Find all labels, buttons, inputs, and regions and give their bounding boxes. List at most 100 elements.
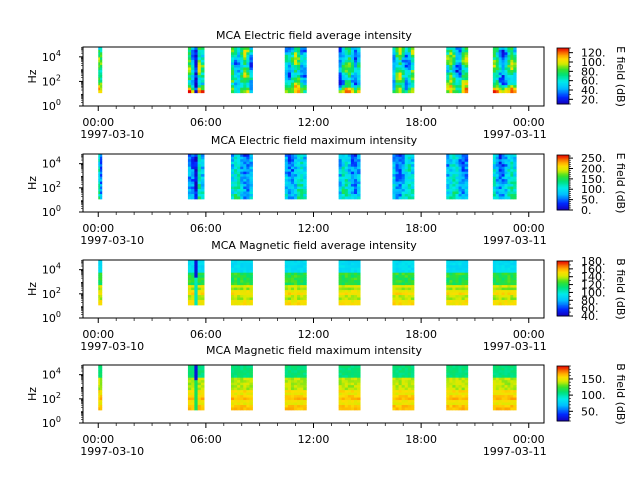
heatmap-cell [200, 90, 205, 94]
heatmap-cell [194, 179, 199, 182]
heatmap-cell [455, 156, 459, 160]
heatmap-cell [240, 47, 244, 51]
heatmap-cell [294, 380, 298, 384]
heatmap-cell [197, 392, 202, 396]
heatmap-cell [395, 292, 399, 296]
heatmap-cell [504, 191, 508, 195]
heatmap-cell [404, 59, 409, 63]
heatmap-cell [243, 184, 247, 187]
heatmap-cell [357, 72, 361, 76]
heatmap-cell [243, 397, 247, 401]
heatmap-cell [294, 397, 298, 401]
heatmap-cell [100, 154, 103, 158]
heatmap-cell [357, 176, 361, 180]
heatmap-cell [338, 154, 343, 158]
heatmap-cell [297, 154, 301, 158]
heatmap-cell [234, 80, 238, 84]
heatmap-cell [455, 54, 459, 58]
heatmap-cell [410, 282, 415, 286]
heatmap-cell [191, 365, 195, 369]
heatmap-cell [510, 287, 514, 291]
heatmap-cell [498, 87, 503, 91]
heatmap-cell [187, 392, 192, 396]
heatmap-cell [347, 184, 352, 187]
heatmap-cell [249, 159, 253, 163]
heatmap-cell [513, 372, 517, 376]
heatmap-cell [464, 75, 469, 78]
heatmap-cell [395, 385, 399, 389]
heatmap-cell [246, 377, 250, 381]
heatmap-cell [504, 297, 508, 301]
heatmap-cell [234, 272, 238, 276]
heatmap-cell [392, 174, 396, 178]
colorbar-swatch [557, 98, 569, 101]
heatmap-cell [240, 54, 244, 58]
heatmap-cell [353, 404, 358, 408]
heatmap-cell [464, 265, 469, 269]
heatmap-cell [464, 164, 469, 168]
heatmap-cell [100, 49, 103, 53]
heatmap-cell [230, 82, 235, 86]
heatmap-cell [246, 191, 250, 195]
heatmap-cell [392, 404, 396, 408]
heatmap-cell [510, 380, 514, 384]
heatmap-cell [284, 267, 289, 271]
heatmap-cell [234, 270, 238, 274]
heatmap-cell [290, 390, 295, 393]
heatmap-cell [392, 365, 396, 369]
heatmap-cell [458, 375, 463, 379]
heatmap-cell [200, 156, 205, 160]
heatmap-cell [237, 49, 241, 53]
heatmap-cell [404, 169, 409, 173]
colorbar-swatch [557, 294, 569, 296]
heatmap-cell [200, 154, 205, 158]
heatmap-cell [498, 299, 503, 303]
heatmap-cell [495, 390, 500, 393]
heatmap-cell [200, 159, 205, 163]
heatmap-cell [392, 90, 396, 94]
heatmap-cell [246, 54, 250, 58]
heatmap-cell [398, 164, 403, 168]
heatmap-cell [501, 402, 505, 406]
heatmap-cell [492, 387, 497, 391]
heatmap-cell [398, 179, 403, 182]
heatmap-cell [294, 196, 298, 200]
heatmap-cell [347, 275, 352, 279]
colorbar-swatch [557, 161, 569, 164]
colorbar-swatch [557, 269, 569, 272]
y-tick-label: 104 [42, 262, 61, 277]
heatmap-cell [230, 181, 235, 185]
heatmap-cell [446, 400, 450, 403]
heatmap-cell [392, 80, 396, 84]
heatmap-cell [347, 277, 352, 281]
heatmap-cell [510, 387, 514, 391]
heatmap-cell [194, 397, 199, 401]
heatmap-cell [100, 189, 103, 192]
heatmap-cell [100, 267, 103, 271]
heatmap-cell [410, 387, 415, 391]
heatmap-cell [501, 75, 505, 78]
heatmap-cell [284, 171, 289, 175]
heatmap-cell [395, 299, 399, 303]
heatmap-cell [290, 365, 295, 369]
heatmap-cell [237, 275, 241, 279]
heatmap-cell [344, 164, 349, 168]
heatmap-cell [200, 292, 205, 296]
heatmap-cell [230, 186, 235, 190]
heatmap-cell [297, 169, 301, 173]
heatmap-cell [284, 402, 289, 406]
heatmap-cell [392, 385, 396, 389]
heatmap-cell [243, 166, 247, 170]
heatmap-cell [401, 184, 406, 187]
heatmap-cell [234, 377, 238, 381]
heatmap-cell [191, 267, 195, 271]
heatmap-cell [200, 385, 205, 389]
colorbar-swatch [557, 67, 569, 70]
heatmap-cell [501, 390, 505, 393]
heatmap-cell [407, 52, 412, 56]
heatmap-cell [350, 400, 355, 403]
heatmap-cell [504, 189, 508, 192]
heatmap-cell [287, 402, 292, 406]
heatmap-cell [401, 372, 406, 376]
heatmap-cell [501, 299, 505, 303]
